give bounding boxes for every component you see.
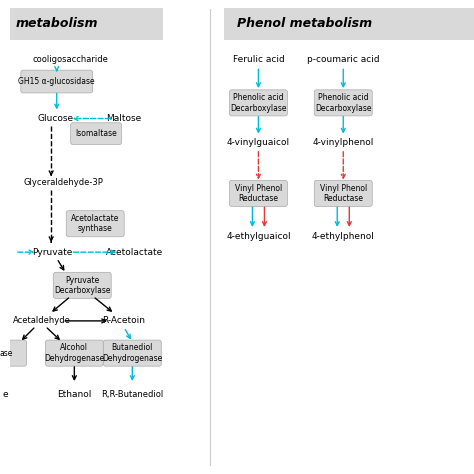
Text: Phenolic acid
Decarboxylase: Phenolic acid Decarboxylase (315, 93, 372, 112)
FancyBboxPatch shape (71, 123, 122, 145)
Text: Ferulic acid: Ferulic acid (233, 55, 284, 64)
Text: Alcohol
Dehydrogenase: Alcohol Dehydrogenase (44, 344, 104, 363)
Bar (224, 8, 474, 40)
Text: 4-ethylguaicol: 4-ethylguaicol (226, 232, 291, 240)
FancyBboxPatch shape (21, 70, 92, 93)
Text: p-coumaric acid: p-coumaric acid (307, 55, 380, 64)
Text: Phenolic acid
Decarboxylase: Phenolic acid Decarboxylase (230, 93, 287, 112)
Text: Pyruvate
Decarboxylase: Pyruvate Decarboxylase (54, 276, 110, 295)
Text: GH15 α-glucosidase: GH15 α-glucosidase (18, 77, 95, 86)
FancyBboxPatch shape (0, 340, 27, 366)
Text: Glyceraldehyde-3P: Glyceraldehyde-3P (24, 178, 104, 187)
Text: R,R-Butanediol: R,R-Butanediol (101, 390, 164, 399)
Text: Vinyl Phenol
Reductase: Vinyl Phenol Reductase (235, 184, 282, 203)
FancyBboxPatch shape (66, 210, 124, 237)
FancyBboxPatch shape (229, 180, 287, 207)
Bar (1, 8, 164, 40)
FancyBboxPatch shape (53, 272, 111, 299)
Text: Acetolactate
synthase: Acetolactate synthase (71, 214, 119, 233)
FancyBboxPatch shape (314, 180, 372, 207)
FancyBboxPatch shape (229, 90, 287, 116)
Text: cooligosaccharide: cooligosaccharide (33, 55, 109, 64)
Text: metabolism: metabolism (16, 17, 98, 30)
Text: Vinyl Phenol
Reductase: Vinyl Phenol Reductase (319, 184, 367, 203)
Text: Phenol metabolism: Phenol metabolism (237, 17, 373, 30)
FancyBboxPatch shape (103, 340, 161, 366)
FancyBboxPatch shape (314, 90, 372, 116)
Text: Butanediol
Dehydrogenase: Butanediol Dehydrogenase (102, 344, 163, 363)
Text: 4-vinylphenol: 4-vinylphenol (312, 138, 374, 146)
Text: Isomaltase: Isomaltase (75, 129, 117, 138)
Text: e: e (3, 390, 9, 399)
Text: Acetaldehyde: Acetaldehyde (13, 317, 71, 325)
Text: Acetolactate: Acetolactate (106, 248, 163, 256)
Text: ase: ase (0, 349, 12, 357)
Text: Ethanol: Ethanol (57, 390, 91, 399)
Text: R-Acetoin: R-Acetoin (102, 317, 146, 325)
Text: 4-vinylguaicol: 4-vinylguaicol (227, 138, 290, 146)
Text: 4-ethylphenol: 4-ethylphenol (312, 232, 374, 240)
FancyBboxPatch shape (46, 340, 103, 366)
Text: Maltose: Maltose (106, 114, 142, 123)
Text: Glucose: Glucose (38, 114, 74, 123)
Text: Pyruvate: Pyruvate (32, 248, 72, 256)
